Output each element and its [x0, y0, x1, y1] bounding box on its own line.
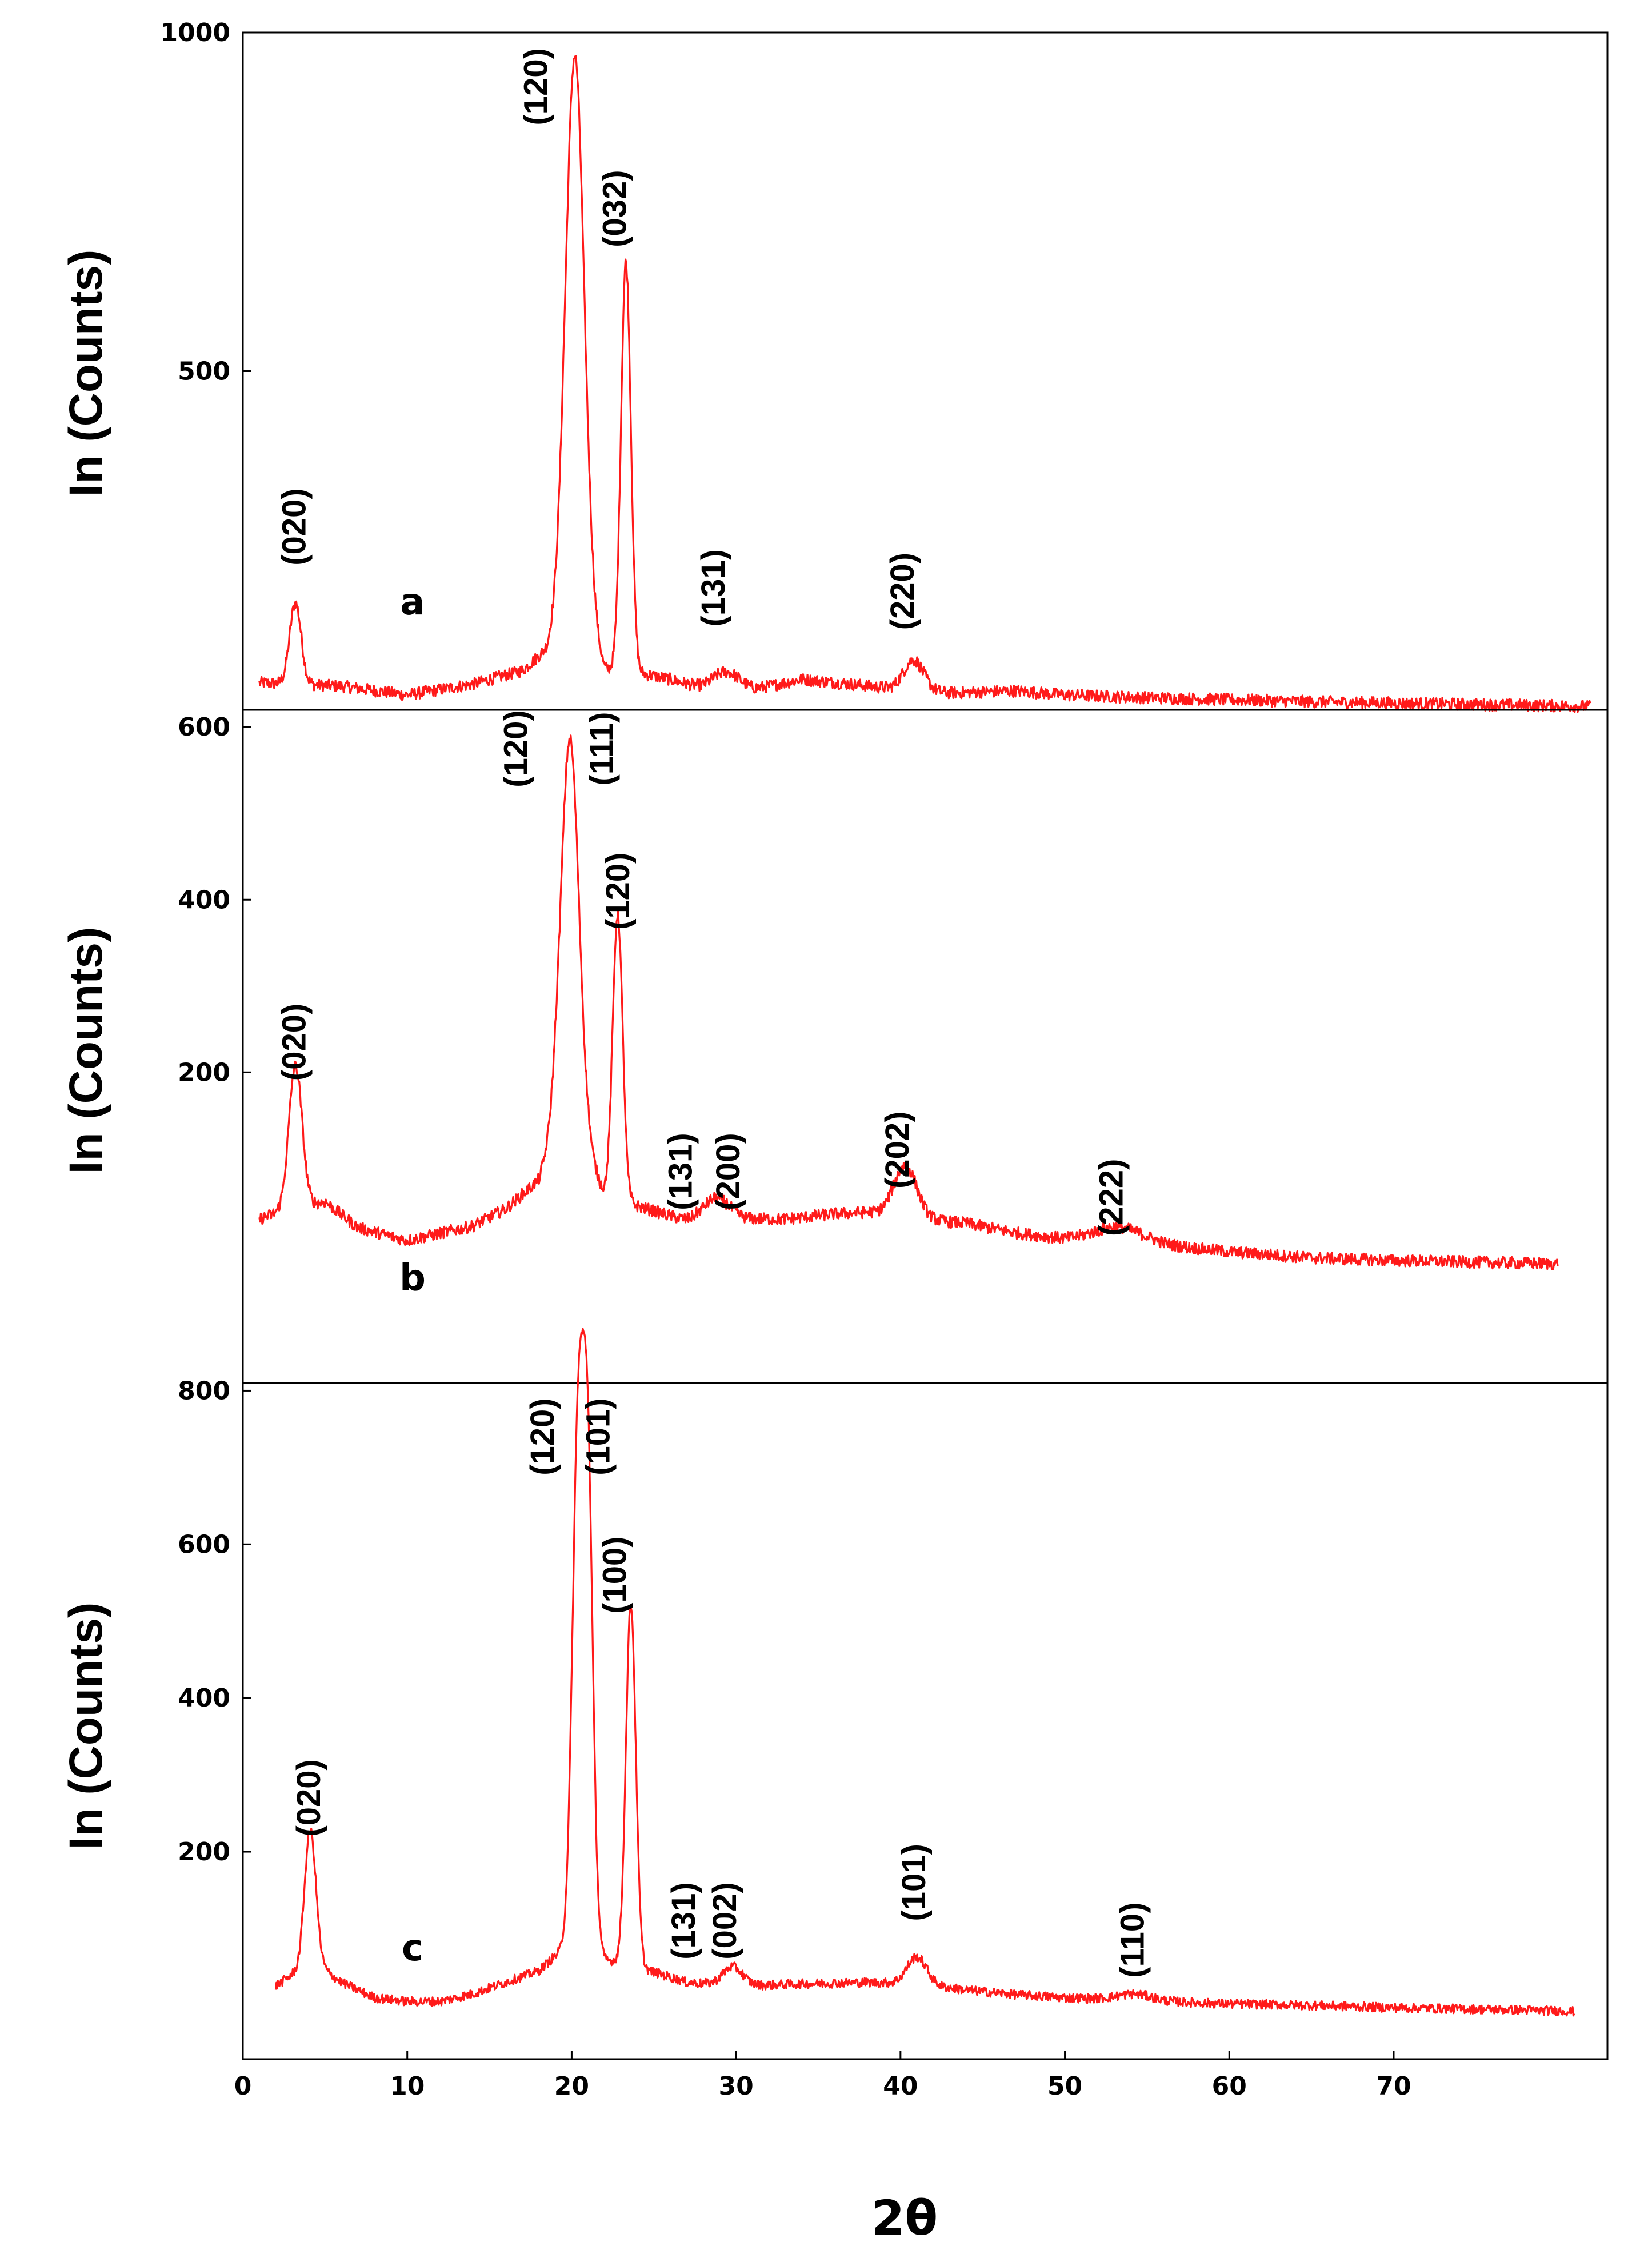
- y-tick-label: 400: [178, 885, 230, 914]
- x-tick-label: 10: [390, 2072, 425, 2101]
- x-axis: 0 10 20 30 40 50 60 70: [234, 2051, 1411, 2101]
- peak-label: (101): [895, 1844, 933, 1921]
- peak-label: (111): [583, 712, 620, 786]
- peak-label: (032): [596, 170, 633, 247]
- y-tick-label: 200: [178, 1837, 230, 1867]
- panel-b-sample-label: b: [399, 1257, 426, 1300]
- peak-label: (222): [1093, 1159, 1130, 1236]
- x-tick-label: 40: [883, 2072, 918, 2101]
- peak-label: (110): [1114, 1902, 1151, 1977]
- panel-a-frame: [242, 31, 1609, 711]
- panel-a-sample-label: a: [400, 581, 425, 624]
- x-tick-label: 70: [1376, 2072, 1411, 2101]
- panel-c-sample-label: c: [402, 1927, 423, 1969]
- panel-a-y-axis-label: In (Counts): [60, 250, 112, 497]
- panel-b-y-axis-label: In (Counts): [60, 927, 112, 1174]
- panel-c-y-axis-label: In (Counts): [60, 1602, 112, 1850]
- y-tick-label: 600: [178, 1530, 230, 1559]
- x-tick-label: 0: [234, 2072, 252, 2101]
- peak-label: (101): [580, 1398, 617, 1475]
- panel-b-y-ticks: 600 400 200: [178, 713, 251, 1087]
- peak-label: (120): [517, 48, 554, 125]
- panel-a-trace: [258, 55, 1591, 713]
- peak-label: (120): [599, 852, 637, 929]
- peak-label: (131): [665, 1882, 702, 1959]
- y-tick-label: 600: [178, 713, 230, 742]
- peak-label: (120): [498, 710, 535, 787]
- panel-c-frame: [242, 1382, 1609, 2060]
- y-tick-label: 200: [178, 1058, 230, 1087]
- peak-label: (131): [662, 1133, 699, 1210]
- x-axis-label: 2θ: [871, 2190, 938, 2246]
- panel-c: 800 600 400 200 (020) (120) (101) (100) (131) (0…: [60, 1328, 1609, 2060]
- x-tick-label: 60: [1212, 2072, 1247, 2101]
- x-tick-label: 50: [1047, 2072, 1082, 2101]
- panel-a: 1000 500 (020) (120) (032) (131) (220) a In (…: [60, 18, 1609, 713]
- peak-label: (202): [879, 1111, 916, 1188]
- y-tick-label: 800: [178, 1376, 230, 1405]
- panel-b: 600 400 200 (020) (120) (111) (120) (131) (200)…: [60, 709, 1609, 1384]
- y-tick-label: 1000: [161, 18, 230, 47]
- peak-label: (200): [710, 1133, 747, 1210]
- panel-b-frame: [242, 709, 1609, 1384]
- peak-label: (131): [695, 549, 732, 626]
- panel-a-peak-labels: (020) (120) (032) (131) (220): [275, 48, 921, 630]
- peak-label: (020): [290, 1759, 327, 1836]
- x-tick-label: 30: [719, 2072, 754, 2101]
- peak-label: (002): [706, 1882, 743, 1959]
- panel-a-y-ticks: 1000 500: [161, 18, 251, 386]
- y-tick-label: 500: [178, 357, 230, 386]
- x-tick-label: 20: [554, 2072, 589, 2101]
- peak-label: (220): [884, 553, 921, 630]
- y-tick-label: 400: [178, 1684, 230, 1713]
- panel-c-trace: [274, 1328, 1575, 2017]
- peak-label: (020): [275, 488, 313, 565]
- panel-b-peak-labels: (020) (120) (111) (120) (131) (200) (202) (222): [275, 710, 1130, 1236]
- panel-b-trace: [258, 734, 1559, 1270]
- panel-c-y-ticks: 800 600 400 200: [178, 1376, 251, 1867]
- peak-label: (020): [275, 1004, 313, 1081]
- peak-label: (120): [524, 1398, 561, 1475]
- peak-label: (100): [596, 1536, 633, 1613]
- panel-c-peak-labels: (020) (120) (101) (100) (131) (002) (101) (110): [290, 1398, 1151, 1977]
